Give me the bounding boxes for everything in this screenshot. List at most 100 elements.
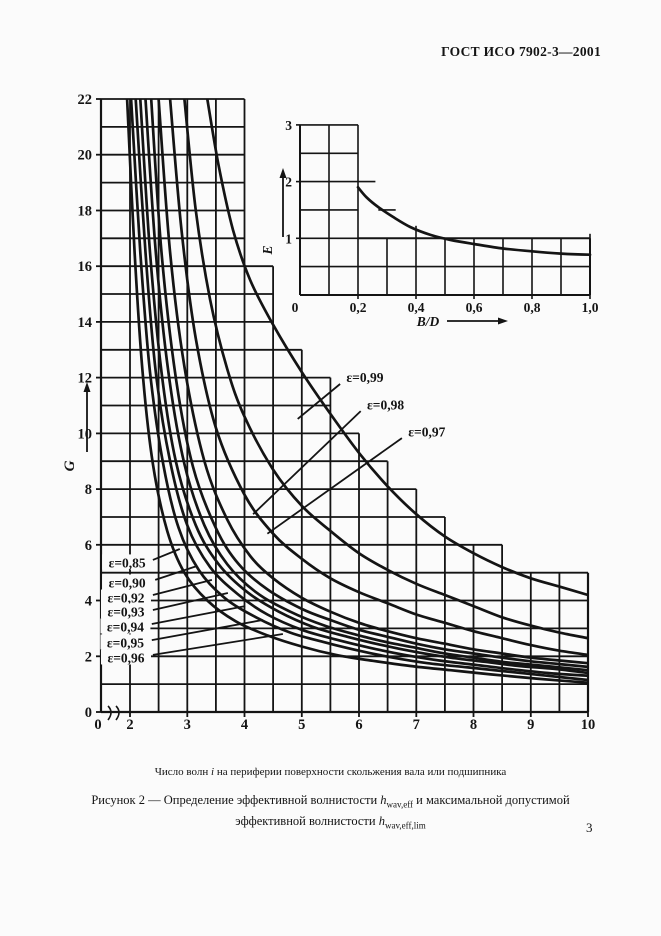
- label-leader-line: [152, 633, 284, 656]
- y-tick-label: 6: [85, 538, 92, 554]
- epsilon-label: ε=0,95: [107, 635, 144, 650]
- inset-y-tick-label: 2: [285, 175, 292, 190]
- page-number: 3: [586, 820, 593, 835]
- label-leader-line: [152, 548, 181, 561]
- standard-designation: ГОСТ ИСО 7902-3—2001: [441, 44, 601, 59]
- axis-break-squiggle: [107, 705, 112, 721]
- x-tick-label: 0: [94, 717, 101, 733]
- x-tick-label: 7: [413, 717, 420, 733]
- axis-break-mark: [107, 705, 120, 721]
- y-tick-label: 20: [78, 148, 93, 164]
- x-tick-label: 6: [355, 717, 362, 733]
- label-mask: [100, 589, 151, 605]
- label-mask: [102, 554, 153, 570]
- label-leader-line: [152, 592, 229, 611]
- main-curves: [125, 99, 588, 685]
- y-tick-label: 4: [85, 594, 92, 610]
- epsilon-labels-right: ε=0,99 ε=0,98 ε=0,97: [252, 369, 456, 535]
- label-mask: [100, 603, 151, 619]
- curve-eps-093: [138, 99, 588, 675]
- y-tick-label: 0: [85, 705, 92, 721]
- label-mask: [364, 396, 415, 412]
- curve-eps-098: [183, 99, 588, 640]
- caption-run: на периферии поверхности скольжения вала…: [214, 766, 507, 778]
- caption-run: wav,eff,lim: [384, 820, 426, 830]
- label-leader-line: [297, 383, 341, 420]
- label-mask: [100, 618, 151, 634]
- y-tick-label: 12: [78, 371, 93, 387]
- y-tick-label: 22: [78, 92, 93, 108]
- y-tick-label: 14: [78, 315, 93, 331]
- inset-x-tick-label: 0: [292, 300, 299, 315]
- epsilon-label: ε=0,96: [107, 650, 144, 665]
- epsilon-label: ε=0,94: [107, 620, 144, 635]
- caption-run: i: [211, 766, 215, 778]
- caption-run: h: [380, 793, 387, 807]
- caption-run: Число волн: [154, 766, 211, 778]
- figure-2-chart: 0 2 3 4 5 6 7 8 9 100246810121416182022Gε=0,85ε=0…: [62, 92, 599, 733]
- label-leader-line: [252, 410, 362, 515]
- epsilon-label: ε=0,85: [109, 555, 146, 570]
- epsilon-label: ε=0,93: [107, 604, 144, 619]
- x-axis-caption: Число волн i на периферии поверхности ск…: [0, 766, 661, 778]
- caption-run: эффективной волнистости: [235, 813, 379, 828]
- inset-curve: [356, 185, 592, 257]
- curve-eps-096: [157, 99, 588, 665]
- label-leader-line: [154, 565, 198, 581]
- main-y-ticks: 0 2 4 6 8 10 12 14 16 18 20 22: [78, 92, 101, 721]
- caption-run: wav,eff: [386, 799, 414, 810]
- curve-eps-092: [134, 99, 588, 678]
- main-ylabel: G: [62, 382, 91, 471]
- epsilon-label: ε=0,92: [107, 591, 144, 606]
- inset-x-tick-label: 0,8: [524, 300, 541, 315]
- label-leader-line: [151, 619, 263, 641]
- label-mask: [343, 369, 394, 385]
- x-tick-label: 8: [470, 717, 477, 733]
- x-tick-label: 5: [298, 717, 305, 733]
- inset-x-tick-label: 0,4: [408, 300, 425, 315]
- y-tick-label: 2: [85, 649, 92, 665]
- epsilon-label: ε=0,90: [109, 575, 146, 590]
- curve-eps-094: [144, 99, 588, 672]
- main-chart: 0 2 3 4 5 6 7 8 9 100246810121416182022Gε=0,85ε=0…: [62, 92, 595, 733]
- x-tick-label: 9: [527, 717, 534, 733]
- y-tick-label: 16: [78, 259, 93, 275]
- y-tick-label: 10: [78, 426, 93, 442]
- inset-xlabel-text: B/D: [416, 314, 440, 329]
- epsilon-label: ε=0,97: [408, 424, 445, 439]
- caption-run: Рисунок 2 — Определение эффективной волн…: [91, 793, 381, 807]
- label-leader-line: [152, 579, 213, 596]
- label-mask: [100, 649, 151, 665]
- label-mask: [405, 423, 456, 439]
- figure-caption-line-2: эффективной волнистости hwav,eff,lim: [55, 813, 606, 834]
- inset-x-tick-label: 0,2: [350, 300, 367, 315]
- curve-eps-085: [125, 99, 588, 685]
- label-leader-line: [151, 605, 246, 625]
- arrowhead-up: [279, 168, 287, 178]
- y-tick-label: 8: [85, 482, 92, 498]
- label-mask: [102, 574, 153, 590]
- caption-run: h: [378, 813, 385, 828]
- axis-break-squiggle: [115, 705, 120, 721]
- epsilon-label: ε=0,98: [367, 397, 404, 412]
- inset-ylabel-text: E: [260, 245, 275, 255]
- arrowhead-right: [498, 317, 508, 325]
- y-tick-label: 18: [78, 203, 93, 219]
- label-mask: [100, 634, 151, 650]
- figure-caption: Рисунок 2 — Определение эффективной волн…: [55, 792, 606, 833]
- x-tick-label: 4: [241, 717, 248, 733]
- main-x-ticks: 0 2 3 4 5 6 7 8 9 10: [94, 712, 595, 733]
- inset-y-tick-label: 1: [285, 231, 292, 246]
- figure-caption-line-1: Рисунок 2 — Определение эффективной волн…: [55, 792, 606, 813]
- epsilon-labels-left: ε=0,85 ε=0,90ε=0,92ε=0,93ε=0,94ε=0,95ε=0,…: [100, 548, 284, 665]
- arrowhead-up: [83, 382, 91, 392]
- inset-x-tick-label: 0,6: [466, 300, 483, 315]
- curve-eps-097: [168, 99, 588, 657]
- ylabel-text: G: [62, 460, 78, 471]
- curve-eps-099: [205, 99, 588, 597]
- x-tick-label: 2: [126, 717, 133, 733]
- caption-run: и максимальной допустимой: [413, 793, 570, 807]
- x-tick-label: 3: [184, 717, 191, 733]
- epsilon-label: ε=0,99: [346, 370, 383, 385]
